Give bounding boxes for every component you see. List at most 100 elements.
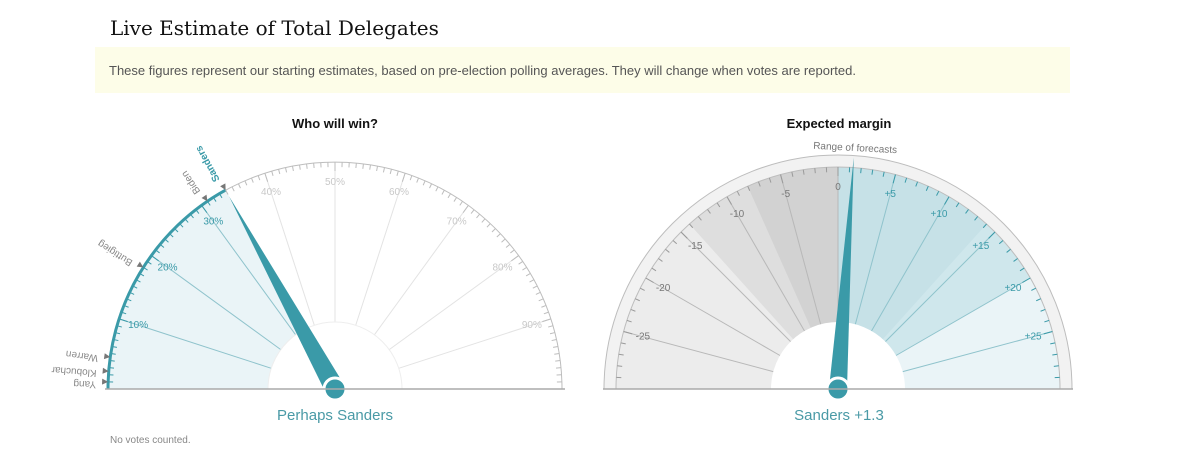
margin-minor-tick [623,331,633,335]
win-minor-tick [429,183,433,189]
candidate-label: Warren [65,348,99,363]
win-minor-tick [481,218,486,223]
margin-gridline [780,174,822,325]
margin-gridline [885,231,996,342]
win-minor-tick [298,164,301,170]
margin-minor-tick [672,240,678,245]
win-minor-tick [231,186,235,192]
candidate-marker [102,378,109,385]
win-minor-tick [169,233,174,238]
win-minor-tick [543,311,549,315]
win-minor-tick [201,205,208,213]
win-tick-label: 60% [389,187,409,198]
win-minor-tick [139,273,145,277]
win-minor-tick [257,175,261,181]
win-minor-tick [382,167,386,173]
margin-minor-tick [791,171,794,177]
win-minor-tick [535,291,541,295]
candidate-marker [103,353,111,360]
win-minor-tick [389,169,392,175]
margin-minor-tick [626,319,632,323]
win-gridline [373,205,469,336]
win-minor-tick [505,243,511,248]
win-minor-tick [501,238,506,243]
range-of-forecasts-label: Range of forecasts [813,141,897,156]
win-minor-tick [250,177,254,183]
margin-minor-tick [780,174,784,184]
margin-minor-tick [617,365,623,367]
win-tick-label: 80% [492,262,512,273]
candidate-marker [136,261,144,268]
margin-tick-label: 0 [835,182,841,193]
win-minor-tick [409,175,413,181]
win-minor-tick [541,304,547,308]
margin-minor-tick [1022,277,1031,283]
win-minor-tick [284,167,288,173]
margin-minor-tick [620,342,626,345]
win-minor-tick [113,338,119,342]
margin-gridline [895,277,1031,356]
win-minor-tick [121,311,127,315]
margin-minor-tick [747,185,751,191]
win-minor-tick [453,197,458,202]
win-minor-tick [552,345,559,348]
margin-minor-tick [757,181,761,187]
win-minor-tick [244,180,248,186]
win-minor-tick [532,285,538,289]
win-minor-tick [462,205,469,213]
margin-minor-tick [645,277,654,283]
win-minor-tick [362,163,364,169]
win-minor-tick [219,193,223,199]
margin-gridline [902,331,1053,373]
margin-minor-tick [904,177,908,183]
margin-minor-tick [1050,342,1056,345]
win-minor-tick [146,260,152,265]
win-gridline [355,172,406,326]
win-minor-tick [525,273,531,277]
win-minor-tick [278,169,281,175]
margin-minor-tick [871,169,874,175]
notice-banner: These figures represent our starting est… [95,47,1070,93]
margin-minor-tick [1019,267,1025,272]
margin-minor-tick [974,216,979,221]
margin-minor-tick [716,202,721,208]
win-minor-tick [416,177,420,183]
win-minor-tick [123,304,129,308]
margin-minor-tick [802,169,805,175]
win-minor-tick [110,352,116,355]
win-minor-tick [264,172,269,182]
margin-minor-tick [768,177,772,183]
win-minor-tick [538,298,544,302]
margin-gridline [623,331,774,373]
win-minor-tick [435,186,439,192]
margin-minor-tick [1031,287,1037,291]
margin-gauge-title: Expected margin [786,116,892,131]
margin-gridline [871,196,950,332]
win-minor-tick [396,170,399,176]
margin-minor-tick [1013,258,1018,262]
win-minor-tick [529,279,535,283]
margin-minor-tick [630,308,636,312]
win-minor-tick [522,266,527,271]
win-gridline [118,318,272,369]
win-gridline [388,255,519,351]
margin-minor-tick [1006,248,1011,253]
margin-minor-tick [998,240,1004,245]
win-minor-tick [116,325,122,328]
win-minor-tick [155,249,160,254]
win-minor-tick [459,200,464,206]
margin-tick-label: +25 [1025,332,1042,343]
margin-minor-tick [665,248,670,253]
margin-minor-tick [1043,331,1053,335]
win-minor-tick [225,189,229,195]
margin-minor-tick [988,231,996,239]
win-minor-tick [135,279,141,283]
win-active-arc [106,188,227,390]
win-minor-tick [174,228,179,233]
margin-minor-tick [965,209,969,214]
candidate-label: Buttigieg [96,238,135,268]
margin-tick-label: +5 [885,189,897,200]
margin-minor-tick [634,298,640,302]
win-minor-tick [184,218,189,223]
